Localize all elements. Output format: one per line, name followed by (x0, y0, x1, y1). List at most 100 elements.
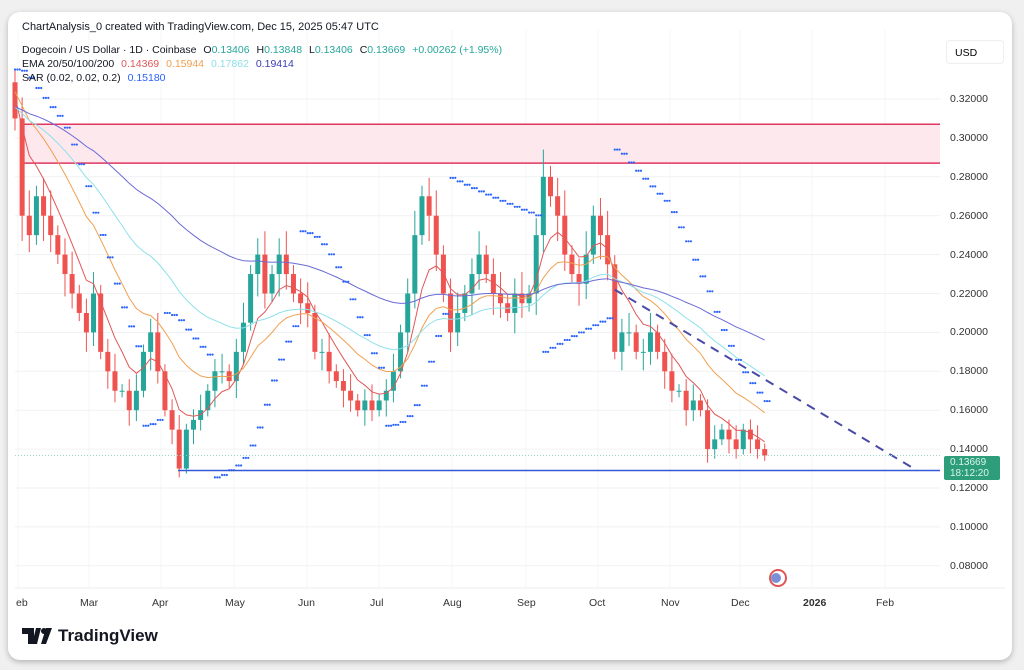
sar-dot (587, 327, 590, 330)
sar-dot (292, 325, 295, 328)
time-tick-label: Oct (589, 597, 606, 609)
sar-dot (430, 360, 433, 363)
chart-created-caption: ChartAnalysis_0 created with TradingView… (22, 21, 379, 33)
sar-dot (423, 384, 426, 387)
sar-dot (677, 226, 681, 229)
sar-dot (363, 334, 366, 337)
sar-dot (92, 211, 95, 214)
price-tick-label: 0.30000 (950, 131, 988, 144)
sar-dot (666, 199, 669, 202)
time-tick-label: Mar (80, 597, 99, 609)
sar-dot (204, 345, 207, 348)
sar-dot (56, 114, 59, 117)
candle-body (319, 351, 325, 353)
sar-dot (694, 258, 697, 261)
time-tick-label: Apr (152, 597, 169, 609)
sar-dot (501, 199, 504, 202)
candle-body (355, 400, 361, 411)
sar-dot (639, 169, 643, 172)
sar-dot (651, 185, 654, 188)
sar-dot (225, 473, 228, 477)
sar-dot (701, 275, 704, 278)
sar-dot (130, 325, 133, 328)
sar-dot (644, 177, 647, 180)
candle-body (76, 293, 82, 313)
sar-dot (737, 358, 740, 362)
sar-dot (218, 476, 221, 479)
sar-dot (347, 280, 350, 283)
sar-dot (573, 335, 576, 338)
candle-body (12, 82, 18, 119)
sar-dot (68, 126, 71, 129)
sar-dot (149, 423, 152, 426)
sar-dot (235, 464, 238, 467)
sar-dot (18, 68, 21, 71)
candle-body (191, 419, 196, 430)
sar-dot (113, 282, 117, 285)
sar-dot (406, 415, 409, 418)
candle-body (48, 215, 54, 236)
symbol-legend: Dogecoin / US Dollar · 1D · Coinbase O0.… (22, 44, 506, 56)
price-tick-label: 0.26000 (950, 209, 988, 222)
sar-dot (28, 76, 31, 79)
sar-dot (478, 190, 481, 193)
sar-dot (282, 358, 286, 361)
candle-body (647, 332, 653, 352)
candle-body (240, 322, 246, 352)
sar-dot (294, 325, 297, 328)
sar-dot (485, 193, 488, 196)
candle-body (590, 215, 596, 255)
candle-body (41, 196, 47, 216)
sar-dot (199, 345, 202, 348)
sar-dot (299, 230, 302, 233)
sar-dot (263, 403, 266, 406)
candle-body (362, 400, 368, 411)
sar-dot (361, 316, 364, 319)
candle-body (690, 400, 696, 411)
sar-dot (561, 342, 564, 345)
candle-body (91, 293, 97, 333)
sar-dot (447, 312, 450, 315)
sar-dot (625, 152, 628, 155)
sar-dot (520, 208, 524, 211)
sar-dot (185, 328, 188, 331)
sar-dot (685, 240, 688, 243)
candle-body (705, 410, 711, 450)
sar-dot (259, 426, 262, 429)
tradingview-logo[interactable]: TradingView (22, 626, 158, 646)
sar-dot (80, 163, 83, 166)
sar-dot (349, 298, 352, 301)
sar-dot (604, 320, 607, 323)
sar-dot (413, 404, 416, 407)
sar-dot (461, 180, 464, 183)
candle-body (469, 274, 475, 294)
candle-body (405, 293, 411, 333)
resistance-zone (20, 124, 940, 164)
sar-dot (163, 311, 167, 315)
ema200-line (14, 106, 765, 341)
candle-body (169, 410, 175, 430)
sar-dot (451, 176, 455, 179)
candle-body (69, 274, 75, 294)
sar-dot (21, 69, 24, 72)
sar-dot (71, 143, 74, 146)
sar-dot (566, 338, 569, 342)
sar-dot (454, 176, 457, 179)
sar-dot (592, 324, 595, 327)
sar-dot (356, 316, 359, 319)
candle-body (33, 196, 39, 236)
sar-dot (175, 313, 178, 317)
sar-dot (368, 334, 371, 337)
candle-body (62, 254, 68, 275)
currency-selector[interactable]: USD (946, 40, 1004, 64)
sar-dot (85, 185, 88, 188)
sar-dot (661, 192, 664, 195)
sar-dot (309, 232, 312, 235)
sar-dot (344, 280, 347, 283)
sar-dot (658, 192, 662, 195)
sar-dot (206, 353, 209, 356)
sar-dot (539, 214, 543, 217)
sar-dot (97, 211, 100, 214)
sar-dot (632, 161, 635, 164)
